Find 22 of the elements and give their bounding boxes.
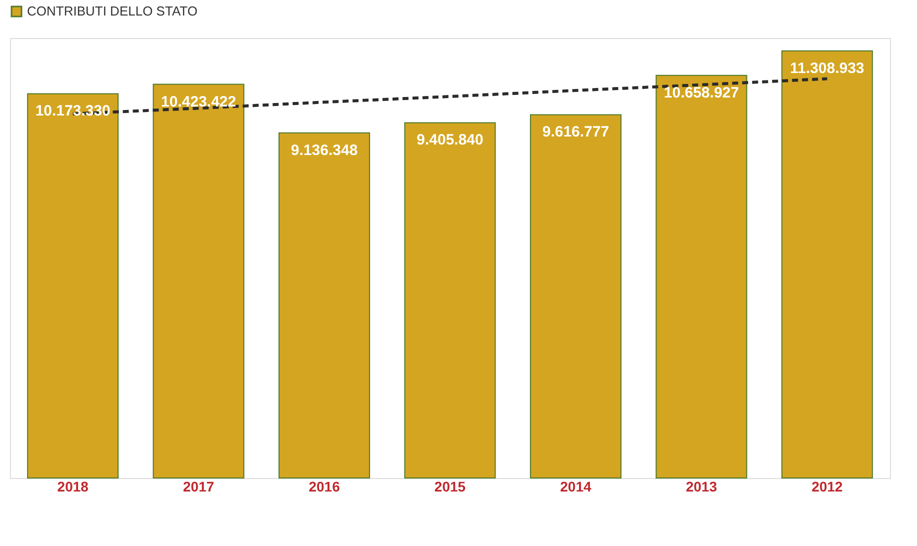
data-label: 11.308.933 bbox=[790, 60, 864, 77]
data-label: 10.173.330 bbox=[35, 102, 110, 120]
x-tick-label: 2012 bbox=[812, 478, 843, 494]
x-tick-label: 2018 bbox=[57, 478, 89, 494]
legend-label: CONTRIBUTI DELLO STATO bbox=[27, 4, 198, 18]
data-label: 9.616.777 bbox=[542, 124, 610, 141]
bar bbox=[656, 74, 748, 478]
bar bbox=[152, 84, 244, 478]
data-label: 10.658.927 bbox=[664, 84, 739, 102]
bar bbox=[781, 50, 873, 478]
bar bbox=[27, 93, 119, 478]
bar bbox=[278, 132, 370, 478]
x-tick-label: 2013 bbox=[686, 478, 718, 494]
x-tick-label: 2016 bbox=[308, 478, 340, 494]
x-tick-label: 2014 bbox=[560, 478, 592, 494]
x-tick-label: 2017 bbox=[182, 478, 214, 494]
bar bbox=[404, 122, 496, 478]
data-label: 9.405.840 bbox=[416, 132, 484, 149]
bar bbox=[530, 114, 622, 478]
x-tick-label: 2015 bbox=[434, 478, 466, 494]
data-label: 10.423.422 bbox=[161, 93, 236, 110]
data-label: 9.136.348 bbox=[290, 142, 358, 159]
